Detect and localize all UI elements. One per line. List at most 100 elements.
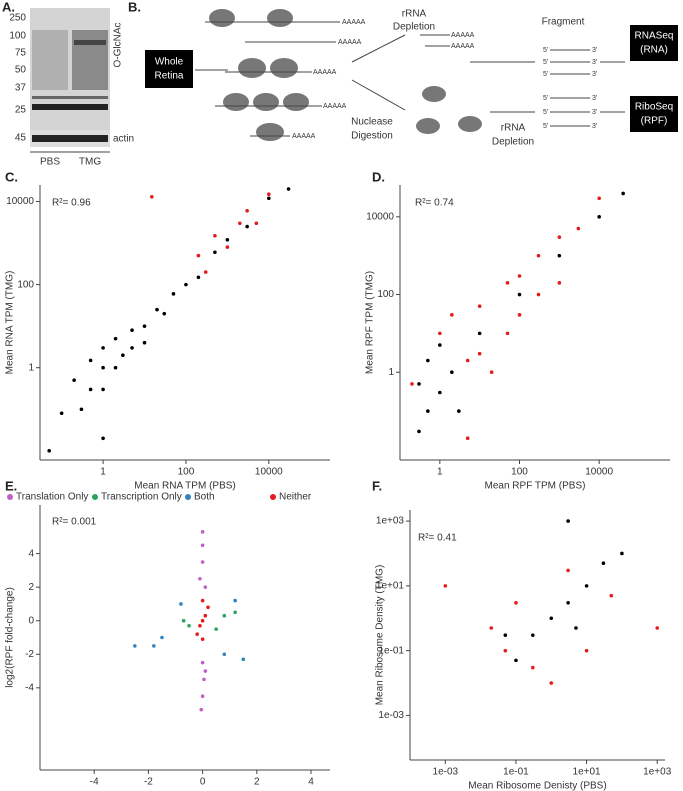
point: [196, 275, 201, 280]
point: [203, 585, 208, 589]
marker: 250: [9, 13, 26, 24]
y-tick-label: -2: [25, 649, 34, 660]
band: [32, 104, 108, 110]
point: [438, 343, 442, 347]
point: [601, 561, 606, 566]
point: [443, 584, 448, 588]
point: [79, 407, 84, 412]
point: [621, 191, 625, 196]
loading-label: actin: [113, 134, 134, 145]
point: [130, 328, 134, 332]
point: [198, 623, 202, 628]
point: [517, 313, 522, 317]
point: [142, 340, 147, 345]
point: [505, 281, 510, 285]
point: [609, 593, 614, 598]
x-tick-label: 0: [200, 777, 206, 788]
x-tick-label: 2: [254, 777, 260, 788]
point: [477, 304, 482, 309]
output-box: [630, 25, 678, 61]
point: [566, 600, 570, 605]
point: [489, 626, 494, 630]
point: [162, 311, 167, 316]
end: 3': [592, 47, 597, 54]
point: [196, 253, 201, 258]
point: [410, 382, 414, 386]
point: [199, 707, 204, 712]
panel-label: E.: [5, 478, 17, 493]
point: [517, 274, 522, 278]
y-tick-label: 2: [28, 582, 34, 593]
point: [549, 681, 554, 685]
x-tick-label: -2: [144, 777, 153, 788]
legend-label: Neither: [279, 492, 312, 503]
band: [74, 40, 106, 45]
legend-label: Translation Only: [16, 492, 88, 503]
x-tick-label: 1e+03: [643, 767, 672, 778]
step-label: Depletion: [393, 22, 435, 33]
point: [536, 292, 541, 297]
point: [101, 387, 105, 392]
point: [557, 253, 562, 258]
point: [566, 519, 570, 523]
point: [254, 221, 259, 226]
panel-label: C.: [5, 169, 18, 184]
poly-a: AAAAA: [338, 39, 362, 46]
box-text: Whole: [155, 57, 184, 68]
point: [195, 632, 199, 636]
marker: 45: [15, 133, 27, 144]
point: [198, 576, 202, 581]
point: [584, 584, 589, 588]
annotation: R²= 0.41: [418, 533, 457, 544]
y-tick-label: 10000: [6, 196, 34, 207]
point: [72, 378, 76, 383]
point: [238, 221, 242, 226]
point: [557, 235, 562, 239]
point: [655, 626, 660, 630]
end: 5': [543, 95, 548, 102]
point: [477, 351, 482, 356]
point: [584, 648, 589, 653]
lane-smear: [72, 30, 108, 90]
point: [222, 613, 227, 618]
y-tick-label: 10000: [366, 211, 394, 222]
x-tick-label: 10000: [255, 467, 283, 478]
point: [245, 224, 249, 229]
step-label: rRNA: [501, 123, 526, 134]
point: [101, 436, 105, 441]
y-tick-label: 1e-01: [378, 645, 404, 656]
y-axis-title: log2(RPF fold-change): [5, 587, 16, 688]
x-tick-label: -4: [90, 777, 99, 788]
x-tick-label: 1e+01: [573, 767, 602, 778]
point: [184, 282, 188, 287]
y-axis-title: Mean RPF TPM (TMG): [365, 271, 376, 374]
x-tick-label: 1e-01: [503, 767, 529, 778]
x-tick-label: 1: [100, 467, 106, 478]
marker: 25: [15, 105, 27, 116]
marker: 75: [15, 48, 27, 59]
point: [241, 657, 246, 662]
legend-label: Both: [194, 492, 215, 503]
point: [160, 635, 164, 640]
source-box: [145, 50, 193, 88]
point: [121, 353, 125, 357]
point: [426, 409, 430, 413]
point: [514, 658, 518, 663]
box-text: RiboSeq: [635, 102, 673, 113]
point: [214, 627, 218, 631]
point: [503, 633, 508, 637]
point: [203, 613, 208, 618]
end: 3': [592, 59, 597, 66]
point: [574, 626, 578, 630]
point: [130, 346, 134, 350]
point: [597, 215, 601, 219]
y-tick-label: 0: [28, 615, 34, 626]
poly-a: AAAAA: [292, 133, 316, 140]
point: [171, 292, 176, 296]
lane-label: PBS: [40, 157, 60, 168]
point: [200, 530, 205, 534]
y-tick-label: 1e+01: [376, 581, 405, 592]
point: [514, 600, 518, 605]
